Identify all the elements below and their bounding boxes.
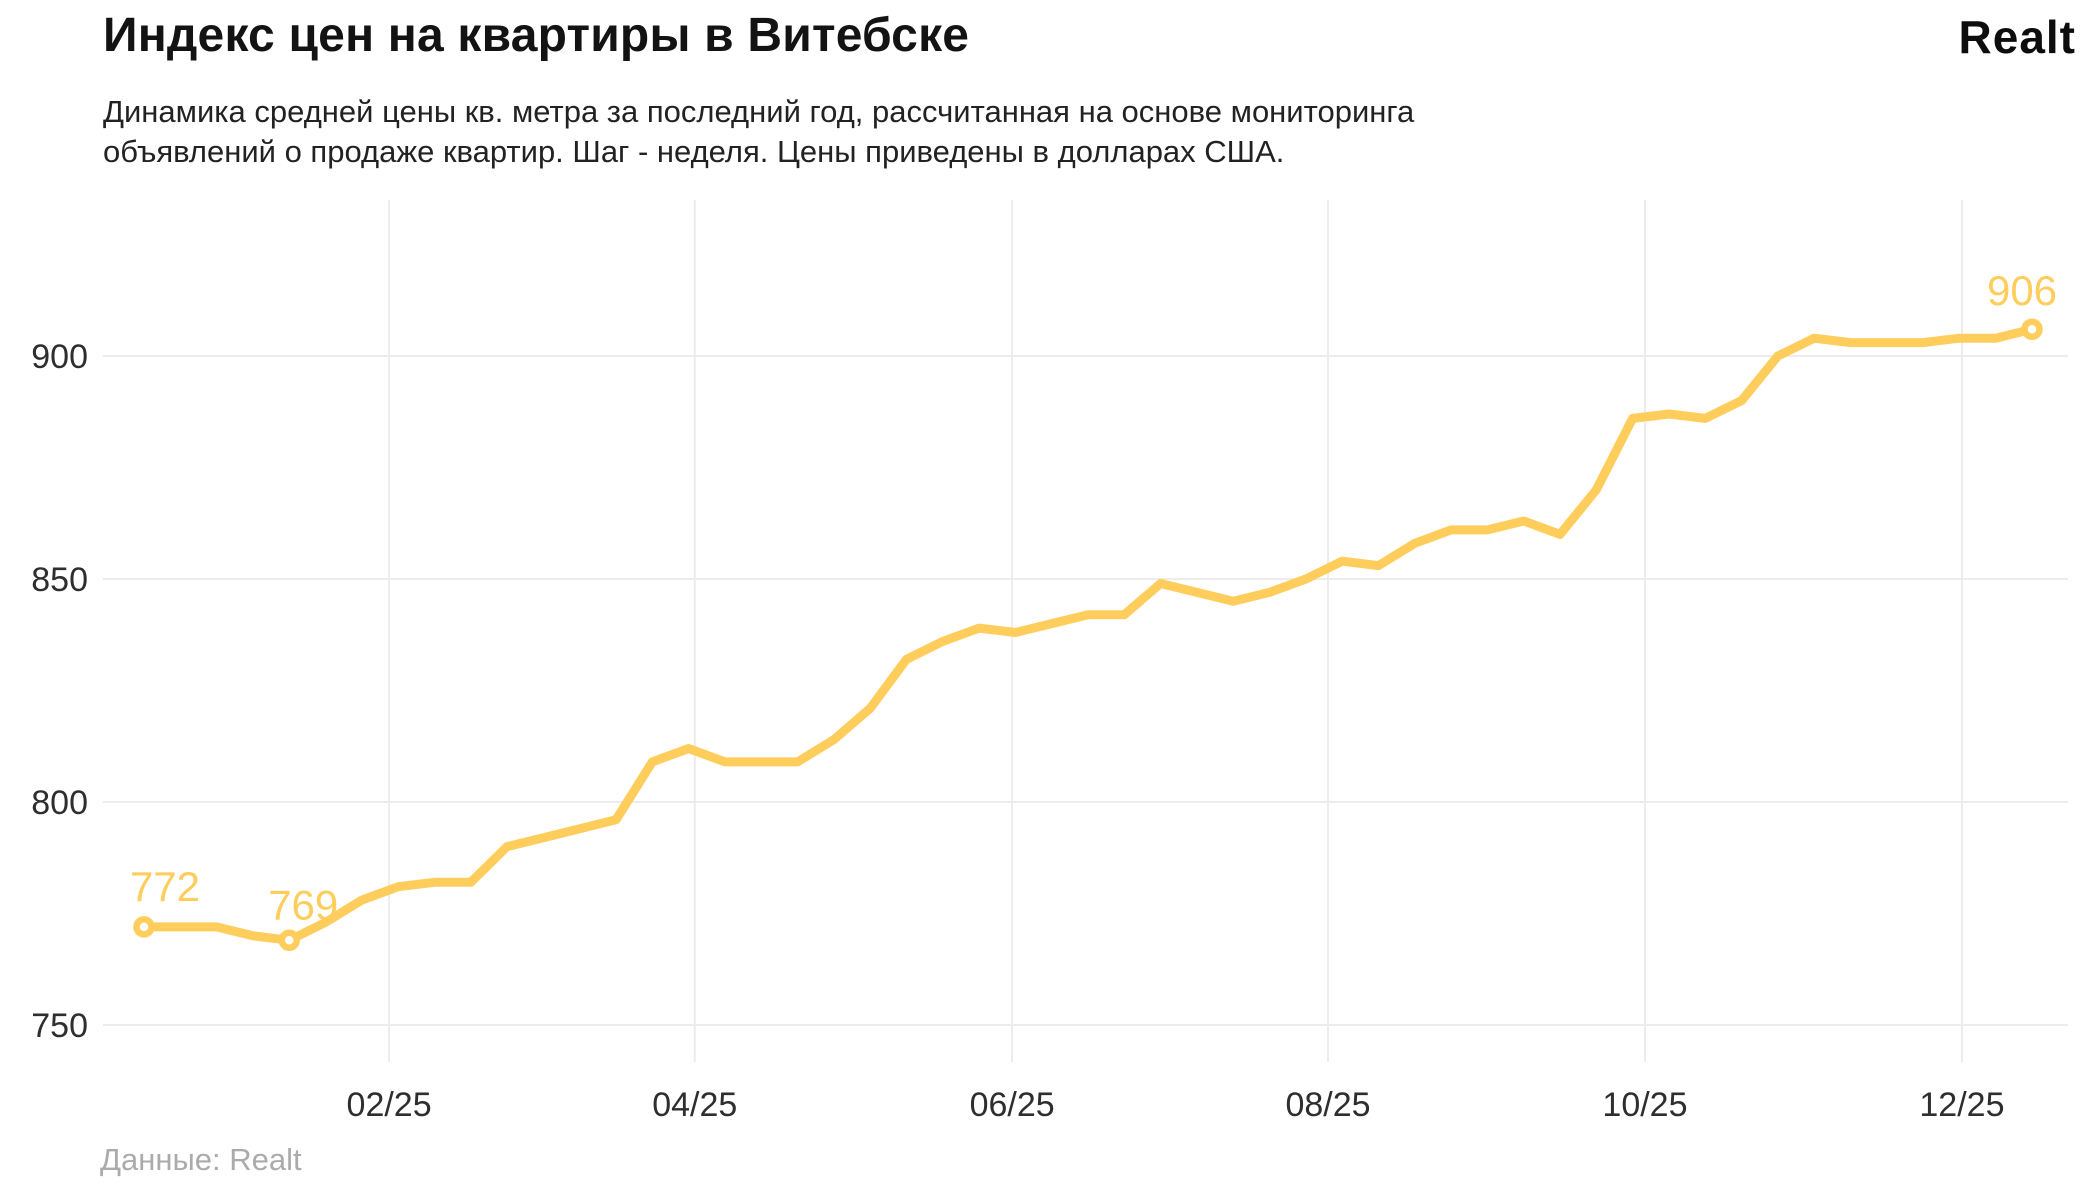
data-point-marker [2021,318,2043,340]
page-title: Индекс цен на квартиры в Витебске [103,9,970,62]
data-point-marker [133,916,155,938]
data-source-caption: Данные: Realt [100,1142,302,1177]
x-axis-tick-label: 12/25 [1919,1086,2004,1124]
y-axis-tick-label: 750 [31,1007,88,1045]
realt-logo: Realt [1958,11,2076,63]
y-axis-tick-label: 850 [31,561,88,599]
chart-subtitle: Динамика средней цены кв. метра за после… [103,92,1414,172]
x-axis-tick-label: 06/25 [970,1086,1055,1124]
data-point-label: 769 [268,881,338,928]
data-point-label: 772 [130,863,200,910]
x-axis-tick-label: 02/25 [347,1086,432,1124]
data-point-marker [278,929,300,952]
y-axis-tick-label: 900 [31,338,88,376]
data-point-label: 906 [1987,267,2057,314]
y-axis-tick-label: 800 [31,784,88,822]
chart-subtitle-line2: объявлений о продаже квартир. Шаг - неде… [103,134,1285,169]
chart-subtitle-line1: Динамика средней цены кв. метра за после… [103,94,1415,129]
x-axis-tick-label: 04/25 [652,1086,737,1124]
x-axis-tick-label: 10/25 [1602,1086,1687,1124]
price-series-line [139,324,2037,945]
x-axis-tick-label: 08/25 [1285,1086,1370,1124]
